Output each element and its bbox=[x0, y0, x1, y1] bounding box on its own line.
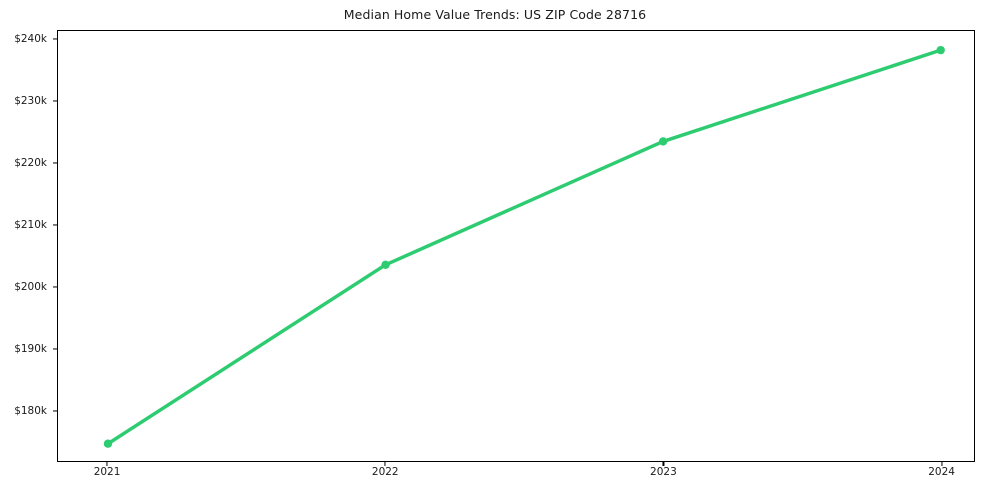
data-point-marker bbox=[381, 260, 390, 269]
x-axis-tick-label: 2022 bbox=[371, 466, 399, 478]
y-axis-tick-labels: $180k $190k $200k $210k $220k $230k $240k bbox=[0, 30, 47, 462]
y-axis-tick-label: $200k bbox=[14, 281, 47, 294]
x-axis-tick-label: 2023 bbox=[650, 466, 677, 478]
x-axis-tick-label: 2024 bbox=[928, 466, 955, 478]
data-point-marker bbox=[103, 439, 113, 448]
y-axis-tick-label: $240k bbox=[14, 33, 47, 46]
series-line bbox=[106, 48, 943, 446]
x-axis-tick-mark bbox=[106, 462, 108, 466]
y-axis-tick-mark bbox=[53, 286, 57, 288]
x-axis-tick-mark bbox=[662, 462, 664, 466]
x-axis-tick-label: 2021 bbox=[93, 466, 121, 478]
y-axis-tick-label: $180k bbox=[14, 405, 47, 418]
y-axis-tick-label: $210k bbox=[14, 219, 47, 232]
x-axis-tick-marks bbox=[57, 462, 975, 468]
x-axis-tick-mark bbox=[941, 462, 943, 466]
y-axis-tick-label: $190k bbox=[14, 343, 47, 356]
y-axis-tick-mark bbox=[53, 348, 57, 350]
y-axis-tick-mark bbox=[53, 38, 57, 40]
y-axis-tick-marks bbox=[0, 30, 57, 462]
y-axis-tick-mark bbox=[53, 100, 57, 102]
data-point-marker bbox=[658, 137, 668, 146]
x-axis-tick-mark bbox=[384, 462, 386, 466]
line-chart-svg bbox=[103, 45, 945, 448]
y-axis-tick-label: $230k bbox=[14, 95, 47, 108]
y-axis-tick-mark bbox=[53, 224, 57, 226]
x-axis-tick-labels: 2021 2022 2023 2024 bbox=[57, 466, 975, 488]
data-point-marker bbox=[936, 45, 945, 55]
y-axis-tick-mark bbox=[53, 410, 57, 412]
plot-area bbox=[57, 30, 975, 462]
y-axis-tick-label: $220k bbox=[14, 157, 47, 170]
chart-title: Median Home Value Trends: US ZIP Code 28… bbox=[343, 7, 647, 22]
y-axis-tick-mark bbox=[53, 162, 57, 164]
